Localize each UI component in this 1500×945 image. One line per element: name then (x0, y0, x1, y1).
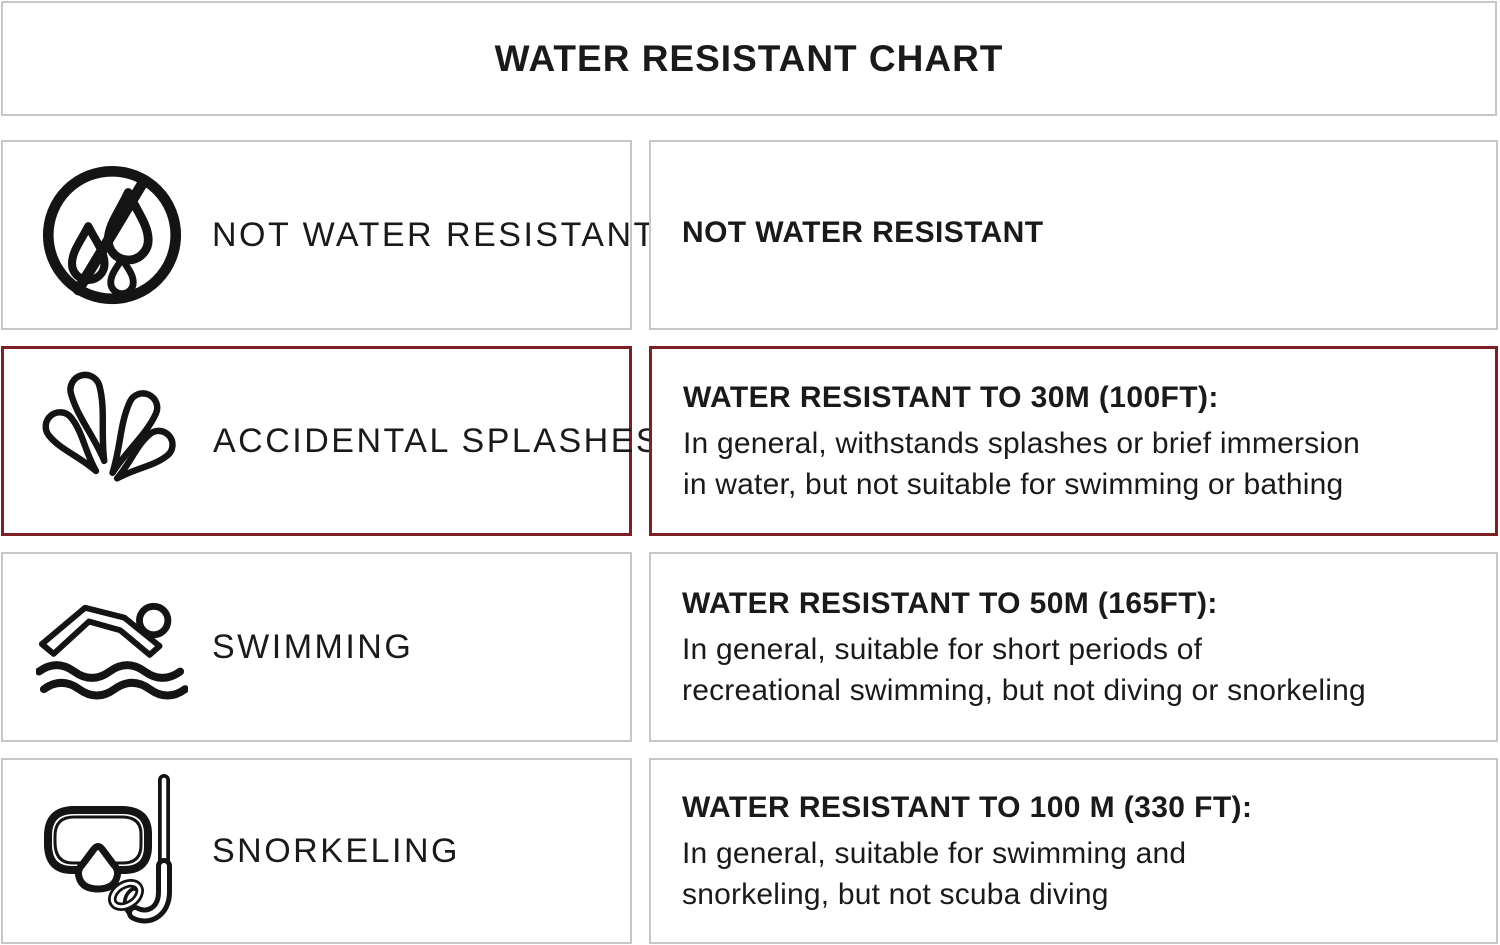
row-label: ACCIDENTAL SPLASHES (213, 421, 662, 460)
row-not-water-resistant-right-cell: NOT WATER RESISTANT (649, 140, 1498, 330)
splashes-icon (37, 369, 189, 514)
row-accidental-splashes-right-cell: WATER RESISTANT TO 30M (100FT): In gener… (649, 346, 1498, 536)
row-body-line: snorkeling, but not scuba diving (682, 878, 1109, 911)
row-accidental-splashes-left-cell: ACCIDENTAL SPLASHES (1, 346, 659, 536)
chart-title: WATER RESISTANT CHART (494, 37, 1004, 79)
row-body-line: In general, suitable for short periods o… (682, 633, 1203, 666)
row-label: SWIMMING (212, 627, 414, 666)
row-body-line: In general, withstands splashes or brief… (683, 427, 1360, 460)
row-swimming-left-cell: SWIMMING (1, 552, 632, 742)
no-water-drops-icon (36, 160, 188, 310)
row-snorkeling-right-cell: WATER RESISTANT TO 100 M (330 FT): In ge… (649, 758, 1498, 944)
row-body-line: In general, suitable for swimming and (682, 837, 1187, 870)
row-label: NOT WATER RESISTANT (212, 215, 657, 254)
chart-title-box: WATER RESISTANT CHART (1, 1, 1497, 116)
row-snorkeling-left-cell: SNORKELING (1, 758, 632, 944)
snorkel-mask-icon (36, 773, 188, 929)
row-swimming-right-cell: WATER RESISTANT TO 50M (165FT): In gener… (649, 552, 1498, 742)
row-label: SNORKELING (212, 831, 460, 870)
row-body-line: recreational swimming, but not diving or… (682, 674, 1366, 707)
row-body-line: in water, but not suitable for swimming … (683, 468, 1344, 501)
row-heading: NOT WATER RESISTANT (682, 216, 1044, 249)
row-heading: WATER RESISTANT TO 50M (165FT): (682, 587, 1218, 620)
row-heading: WATER RESISTANT TO 100 M (330 FT): (682, 791, 1253, 824)
row-not-water-resistant-left-cell: NOT WATER RESISTANT (1, 140, 654, 330)
row-heading: WATER RESISTANT TO 30M (100FT): (683, 381, 1219, 414)
swimmer-icon (36, 588, 188, 707)
